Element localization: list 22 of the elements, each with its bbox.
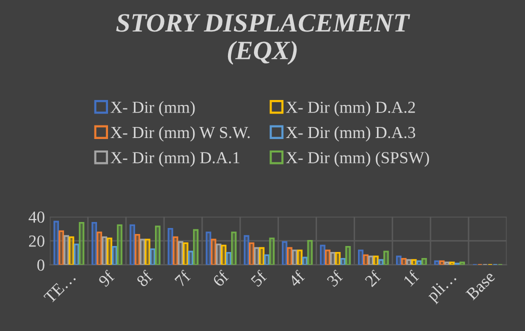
legend-label: X- Dir (mm) W S.W.: [110, 126, 250, 142]
x-tick-label: 4f: [288, 270, 306, 288]
x-tick-label: TE…: [43, 271, 76, 304]
x-tick-label: 9f: [97, 270, 116, 288]
legend-label: X- Dir (mm) (SPSW): [286, 152, 429, 167]
x-tick-label: 3f: [326, 270, 344, 288]
x-tick-label: 6f: [212, 270, 230, 288]
y-tick-label: 40: [28, 212, 44, 223]
chart-title: STORY DISPLACEMENT (EQX): [116, 14, 410, 65]
y-tick-label: 20: [29, 236, 44, 247]
legend-label: X- Dir (mm) D.A.1: [110, 152, 240, 167]
x-tick-label: 8f: [136, 270, 154, 288]
x-tick-label: pli…: [425, 270, 459, 304]
x-tick-label: 1f: [402, 270, 420, 287]
x-tick-label: 2f: [364, 270, 382, 288]
legend-label: X- Dir (mm) D.A.3: [286, 126, 416, 142]
x-tick-label: 7f: [174, 270, 192, 287]
legend-label: X- Dir (mm): [110, 101, 195, 116]
y-tick-label: 0: [37, 260, 44, 271]
legend-label: X- Dir (mm) D.A.2: [286, 101, 415, 116]
x-tick-label: Base: [465, 270, 496, 301]
x-tick-label: 5f: [250, 270, 268, 288]
